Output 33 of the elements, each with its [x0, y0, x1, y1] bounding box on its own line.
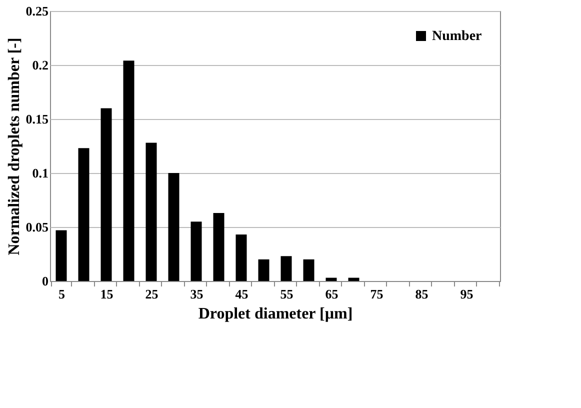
- x-tick-label: 75: [370, 286, 384, 302]
- x-tick-label: 55: [280, 286, 294, 302]
- x-tick-label: 5: [58, 286, 66, 302]
- bar: [56, 230, 67, 281]
- x-tick-label: 95: [460, 286, 474, 302]
- y-axis-title: Normalized droplets number [-]: [6, 38, 23, 256]
- x-tick-label: 35: [190, 286, 204, 302]
- x-axis-title: Droplet diameter [µm]: [198, 306, 353, 322]
- y-tick-label: 0.2: [32, 58, 48, 72]
- y-tick-label: 0.25: [26, 4, 49, 18]
- x-tick-label: 25: [145, 286, 159, 302]
- x-tick-label: 65: [325, 286, 339, 302]
- bar: [123, 60, 134, 281]
- bar: [348, 278, 360, 281]
- x-tick-label: 45: [235, 286, 249, 302]
- bar: [258, 259, 270, 281]
- y-tick-label: 0: [42, 274, 48, 288]
- bar: [190, 222, 202, 281]
- bar: [213, 212, 224, 281]
- bar: [146, 142, 157, 281]
- bar: [78, 148, 90, 281]
- bar: [168, 173, 180, 281]
- y-tick-label: 0.15: [26, 112, 49, 126]
- bar: [280, 256, 292, 281]
- y-tick-label: 0.1: [32, 166, 48, 180]
- bar: [236, 234, 247, 281]
- x-tick-label: 15: [100, 286, 114, 302]
- y-tick-label: 0.05: [26, 220, 49, 234]
- bar: [100, 108, 112, 281]
- bar: [303, 259, 314, 281]
- bar: [326, 278, 337, 281]
- x-tick-label: 85: [415, 286, 429, 302]
- legend-label: Number: [432, 29, 482, 44]
